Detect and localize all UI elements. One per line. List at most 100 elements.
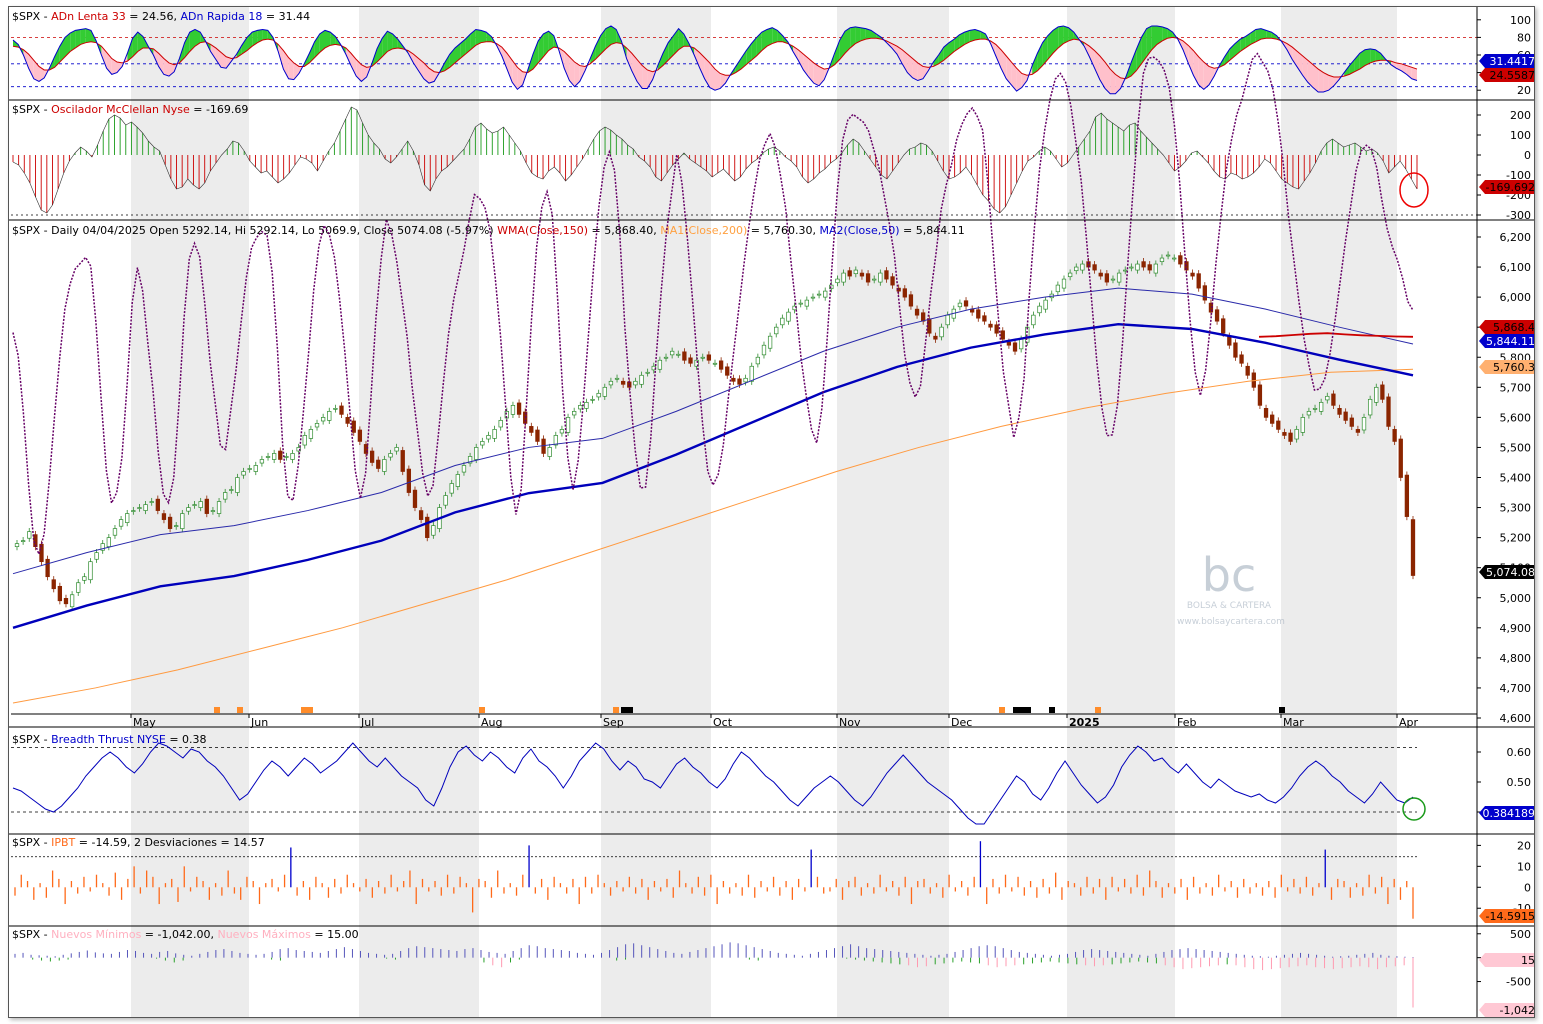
price-candle	[1386, 396, 1391, 427]
adn-fill-segment	[101, 46, 107, 69]
ma1-badge-bg	[1479, 360, 1537, 374]
price-candle	[82, 576, 87, 581]
adn-fill-segment	[673, 28, 679, 55]
adn-fill-segment	[507, 53, 513, 83]
adn-fill-segment	[195, 29, 201, 47]
adn-fill-segment	[288, 57, 294, 80]
price-candle	[694, 359, 699, 367]
price-candle	[1061, 278, 1067, 289]
price-candle	[774, 326, 779, 335]
adn-fill-segment	[241, 37, 247, 55]
mcc-badge-text: -169.692	[1486, 181, 1534, 194]
chart-window: $SPX - ADn Lenta 33 = 24.56, ADn Rapida …	[8, 6, 1537, 1018]
adn-fill-segment	[460, 39, 466, 59]
axis-tick-label: 6,100	[1500, 261, 1532, 274]
price-candle	[45, 558, 50, 578]
price-candle	[614, 377, 620, 380]
adn-fill-segment	[418, 58, 424, 79]
price-candle	[1074, 266, 1079, 272]
adn-fill-segment	[361, 64, 367, 82]
price-candle	[1178, 255, 1183, 265]
chart-canvas[interactable]: $SPX - ADn Lenta 33 = 24.56, ADn Rapida …	[9, 7, 1537, 1017]
price-candle	[902, 288, 907, 298]
adn-fill-segment	[1183, 40, 1189, 63]
price-candle	[106, 537, 111, 547]
adn-fill-segment	[902, 49, 908, 73]
nm-min-badge-text: -1,042	[1500, 1004, 1534, 1017]
month-label: Oct	[713, 716, 733, 729]
ipbt-badge-bg	[1479, 909, 1537, 923]
price-candle	[1361, 417, 1367, 431]
adn-fill-segment	[798, 49, 804, 70]
price-candle	[57, 585, 63, 602]
event-marker	[1095, 707, 1101, 713]
price-candle	[621, 380, 626, 385]
adn-fill-segment	[1105, 62, 1111, 94]
price-candle	[1190, 272, 1195, 277]
price-candle	[1306, 411, 1312, 416]
axis-tick-label: 80	[1517, 31, 1531, 44]
adn-fill-segment	[54, 46, 60, 68]
month-label: Jul	[360, 716, 374, 729]
price-candle	[394, 447, 399, 452]
price-candle	[982, 315, 987, 322]
adn-fill-segment	[221, 52, 227, 69]
adn-fill-segment	[1047, 30, 1053, 60]
price-candle	[339, 405, 344, 415]
adn-fill-segment	[189, 29, 195, 52]
bt-badge-text: 0.384189	[1483, 807, 1535, 820]
adn-fill-segment	[538, 33, 544, 63]
adn-fill-segment	[475, 29, 481, 46]
mcc-badge-bg	[1479, 180, 1537, 194]
adn-fill-segment	[1370, 48, 1376, 63]
adn-fill-segment	[751, 37, 757, 61]
adn-fill-segment	[1006, 55, 1012, 85]
price-candle	[945, 314, 950, 326]
price-candle	[1153, 263, 1158, 274]
adn-fill-segment	[980, 31, 986, 40]
price-candle	[1349, 417, 1354, 427]
adn-fill-segment	[1188, 45, 1194, 76]
axis-tick-label: 0.50	[1507, 776, 1532, 789]
adn-fill-segment	[1167, 28, 1173, 39]
adn-fill-segment	[715, 69, 721, 91]
adn-fill-segment	[813, 62, 819, 86]
price-candle	[663, 356, 669, 359]
adn-fill-segment	[1250, 29, 1256, 45]
price-candle	[1214, 309, 1220, 322]
price-candle	[510, 405, 516, 415]
price-candle	[878, 272, 883, 283]
price-candle	[608, 380, 614, 386]
adn-fill-segment	[871, 30, 877, 39]
month-bands	[131, 7, 1397, 1017]
watermark-logo: bc	[1202, 548, 1257, 602]
month-label: May	[133, 716, 156, 729]
adn-fill-segment	[1146, 25, 1152, 57]
price-candle	[1092, 264, 1097, 271]
price-candle	[755, 356, 761, 365]
ipbt-plot-area	[11, 841, 1417, 919]
adn-fill-segment	[75, 29, 81, 48]
price-candle	[76, 582, 81, 593]
price-candle	[1006, 341, 1012, 346]
adn-fill-segment	[351, 53, 357, 77]
adn-fill-segment	[1094, 50, 1100, 80]
price-candle	[633, 380, 638, 386]
ma2-badge-text: 5,844.11	[1486, 335, 1534, 348]
price-candle	[1355, 429, 1361, 433]
bt-highlight-circle	[1402, 797, 1426, 821]
price-candle	[1410, 519, 1416, 576]
axis-tick-label: 0	[1524, 149, 1531, 162]
month-x-axis: May Jun Jul Aug Sep Oct Nov Dec 2025 Feb Mar Apr	[11, 713, 1477, 729]
price-candle	[963, 300, 969, 307]
price-candle	[718, 360, 724, 370]
axis-tick-label: 4,800	[1500, 652, 1532, 665]
event-marker	[999, 707, 1005, 713]
adn-fill-segment	[1209, 66, 1215, 85]
price-candle	[676, 353, 681, 356]
adn-fill-segment	[741, 50, 747, 70]
adn-fill-segment	[642, 65, 648, 89]
price-candle	[933, 335, 938, 340]
adn-fill-segment	[392, 33, 398, 49]
price-candle	[1202, 285, 1207, 301]
